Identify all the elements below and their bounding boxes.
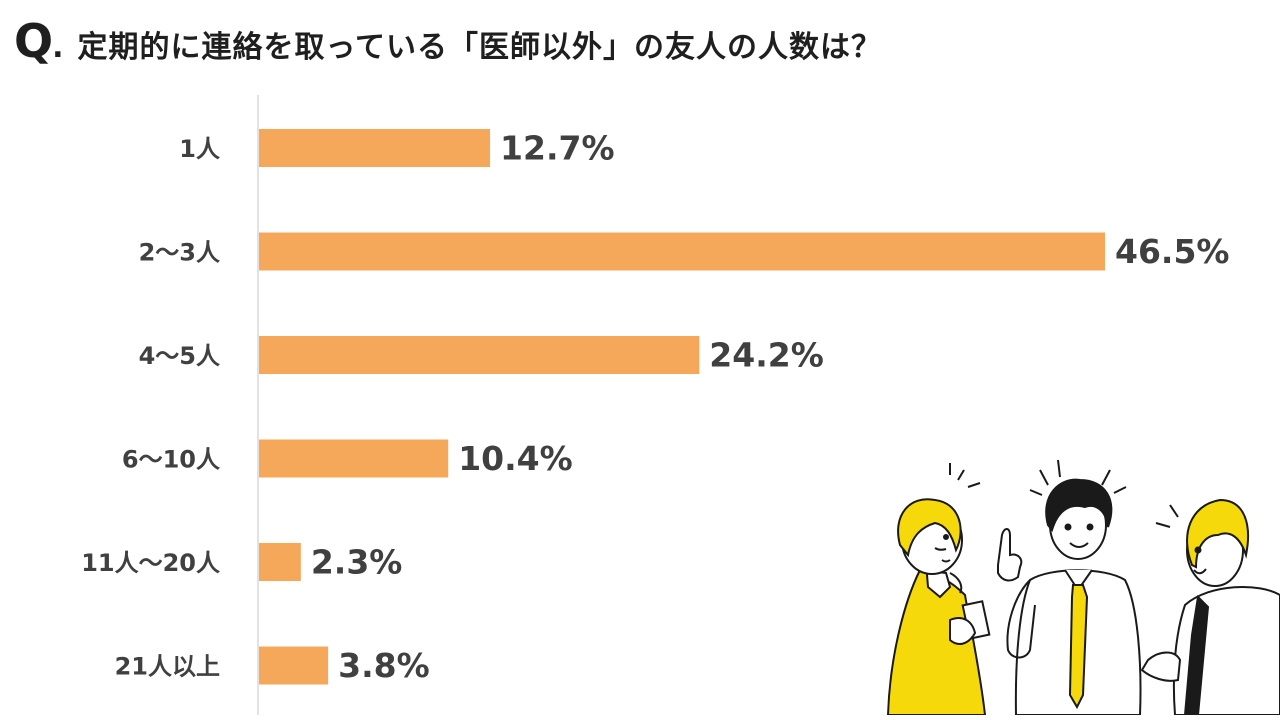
bar <box>259 129 491 167</box>
value-label: 12.7% <box>500 129 615 168</box>
category-label: 11人〜20人 <box>81 549 220 577</box>
man-center-figure <box>997 459 1142 715</box>
category-label: 21人以上 <box>115 653 220 681</box>
question-prefix: Q <box>14 14 53 68</box>
bar <box>259 232 1105 271</box>
category-label: 1人 <box>179 135 220 163</box>
category-label: 6〜10人 <box>122 446 220 474</box>
people-talking-illustration <box>886 459 1280 715</box>
bar <box>259 646 329 685</box>
value-label: 10.4% <box>458 439 573 478</box>
bar <box>259 336 700 374</box>
value-label: 3.8% <box>338 646 430 685</box>
question-dot: . <box>52 30 64 65</box>
value-label: 46.5% <box>1115 232 1230 271</box>
category-label: 4〜5人 <box>139 342 220 370</box>
woman-figure <box>886 463 991 715</box>
category-label: 2〜3人 <box>139 239 220 267</box>
value-label: 2.3% <box>311 543 403 582</box>
value-label: 24.2% <box>709 336 824 375</box>
question-text: 定期的に連絡を取っている「医師以外」の友人の人数は？ <box>77 30 883 65</box>
question-title: Q . 定期的に連絡を取っている「医師以外」の友人の人数は？ <box>14 14 882 74</box>
bar <box>259 543 301 581</box>
man-right-figure <box>1140 498 1280 715</box>
bar <box>259 439 449 478</box>
